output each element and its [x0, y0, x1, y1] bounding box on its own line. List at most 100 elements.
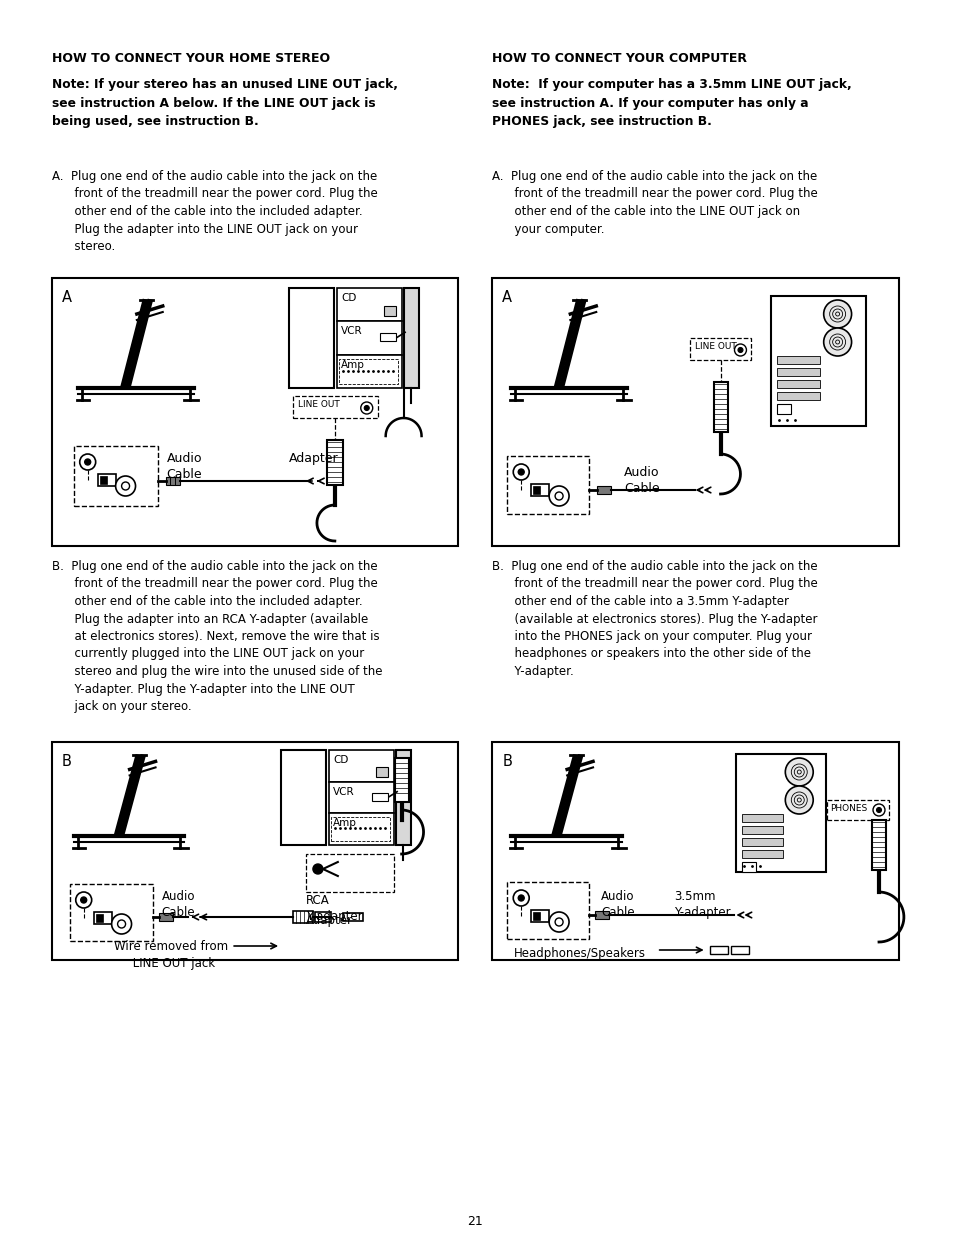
Bar	[531, 910, 549, 923]
Bar	[331, 818, 390, 841]
Circle shape	[115, 475, 135, 496]
Bar	[709, 946, 727, 953]
Bar	[531, 484, 549, 496]
Bar	[777, 404, 790, 414]
Bar	[329, 782, 394, 814]
Bar	[689, 338, 751, 359]
Circle shape	[555, 492, 562, 500]
Text: A: A	[502, 290, 512, 305]
Bar	[329, 814, 394, 845]
Bar	[327, 440, 342, 485]
Text: 21: 21	[467, 1215, 483, 1228]
Bar	[329, 750, 394, 782]
Bar	[337, 321, 402, 354]
Bar	[777, 391, 819, 400]
Circle shape	[549, 911, 568, 932]
Bar	[159, 913, 173, 921]
Text: Audio
Cable: Audio Cable	[600, 890, 634, 919]
Bar	[741, 850, 782, 858]
Circle shape	[117, 920, 126, 927]
Bar	[70, 884, 153, 941]
Circle shape	[85, 459, 91, 466]
Bar	[380, 333, 395, 341]
Text: CD: CD	[341, 293, 356, 303]
Text: B: B	[62, 755, 71, 769]
Text: B.  Plug one end of the audio cable into the jack on the
      front of the trea: B. Plug one end of the audio cable into …	[492, 559, 818, 678]
Circle shape	[734, 345, 745, 356]
Text: PHONES: PHONES	[829, 804, 866, 813]
Circle shape	[555, 918, 562, 926]
Text: LINE OUT: LINE OUT	[694, 342, 736, 351]
Circle shape	[121, 482, 130, 490]
Bar	[741, 839, 782, 846]
Bar	[871, 820, 885, 869]
Circle shape	[80, 454, 95, 471]
Bar	[595, 911, 608, 919]
Text: LINE OUT: LINE OUT	[297, 400, 339, 409]
Text: B.  Plug one end of the audio cable into the jack on the
      front of the trea: B. Plug one end of the audio cable into …	[51, 559, 382, 713]
Bar	[736, 755, 825, 872]
Circle shape	[517, 895, 523, 902]
Bar	[507, 882, 588, 939]
Text: VCR: VCR	[341, 326, 362, 336]
Text: Adapter: Adapter	[289, 452, 338, 466]
Bar	[771, 296, 865, 426]
Circle shape	[822, 329, 851, 356]
Bar	[492, 278, 898, 546]
Circle shape	[738, 347, 742, 352]
Bar	[533, 487, 539, 494]
Bar	[404, 288, 418, 388]
Text: CD: CD	[333, 755, 349, 764]
Bar	[713, 382, 727, 432]
Circle shape	[513, 464, 529, 480]
Bar	[777, 368, 819, 375]
Circle shape	[313, 864, 322, 874]
Bar	[597, 487, 610, 494]
Text: HOW TO CONNECT YOUR COMPUTER: HOW TO CONNECT YOUR COMPUTER	[492, 52, 746, 65]
Text: Note:  If your computer has a 3.5mm LINE OUT jack,
see instruction A. If your co: Note: If your computer has a 3.5mm LINE …	[492, 78, 851, 128]
Circle shape	[360, 403, 373, 414]
Bar	[51, 742, 458, 960]
Bar	[492, 742, 898, 960]
Bar	[777, 356, 819, 364]
Bar	[51, 278, 458, 546]
Circle shape	[517, 469, 523, 475]
Bar	[741, 814, 782, 823]
Bar	[99, 475, 107, 484]
Text: Amp: Amp	[341, 359, 365, 369]
Circle shape	[784, 758, 812, 785]
Bar	[533, 911, 539, 920]
Circle shape	[364, 405, 369, 410]
Bar	[731, 946, 749, 953]
Circle shape	[822, 300, 851, 329]
Bar	[741, 826, 782, 834]
Text: Adapter: Adapter	[306, 914, 353, 927]
Bar	[375, 767, 388, 777]
Bar	[337, 288, 402, 321]
Text: A: A	[62, 290, 71, 305]
Circle shape	[549, 487, 568, 506]
Bar	[741, 862, 756, 872]
Text: A.  Plug one end of the audio cable into the jack on the
      front of the trea: A. Plug one end of the audio cable into …	[492, 170, 818, 236]
Bar	[281, 750, 326, 845]
Bar	[337, 354, 402, 388]
Bar	[166, 477, 180, 485]
Bar	[372, 793, 388, 800]
Text: Note: If your stereo has an unused LINE OUT jack,
see instruction A below. If th: Note: If your stereo has an unused LINE …	[51, 78, 397, 128]
Text: Audio
Cable: Audio Cable	[161, 890, 194, 919]
Bar	[293, 396, 377, 417]
Bar	[395, 750, 410, 845]
Bar	[314, 911, 331, 923]
Circle shape	[876, 808, 881, 813]
Bar	[826, 800, 888, 820]
Circle shape	[784, 785, 812, 814]
Text: VCR: VCR	[333, 787, 355, 797]
Text: Headphones/Speakers: Headphones/Speakers	[514, 947, 645, 960]
Bar	[507, 456, 588, 514]
Text: HOW TO CONNECT YOUR HOME STEREO: HOW TO CONNECT YOUR HOME STEREO	[51, 52, 330, 65]
Bar	[93, 911, 112, 924]
Bar	[339, 358, 397, 384]
Text: B: B	[502, 755, 512, 769]
Bar	[777, 380, 819, 388]
Circle shape	[872, 804, 884, 816]
